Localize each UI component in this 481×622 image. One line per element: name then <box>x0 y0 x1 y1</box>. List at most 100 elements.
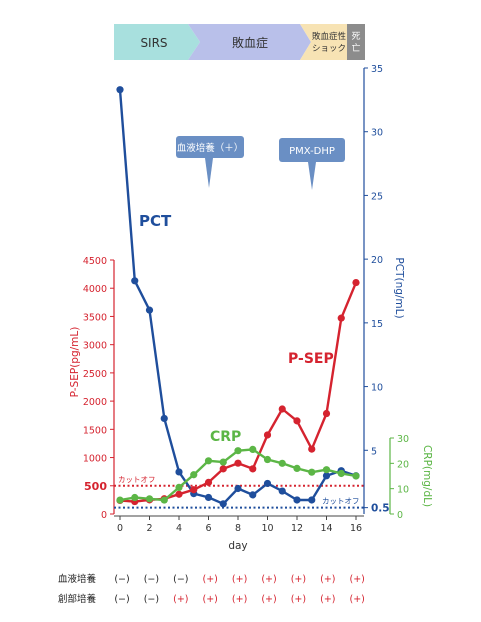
culture-row-label: 血液培養 <box>58 573 97 585</box>
phase-bar: SIRS 敗血症 敗血症性 ショック 死 亡 <box>114 24 365 60</box>
psep-tick-label: 500 <box>84 480 107 493</box>
crp-point <box>160 496 168 504</box>
callout-blood-culture: 血液培養（＋） <box>176 136 244 188</box>
callout-pmx-label: PMX-DHP <box>289 146 335 157</box>
culture-cell: (+) <box>291 594 306 605</box>
crp-point <box>145 495 154 503</box>
p-sep-point <box>293 417 301 425</box>
p-sep-point <box>278 405 286 413</box>
crp-series-label: CRP <box>210 429 241 445</box>
crp-tick-label: 20 <box>397 459 409 470</box>
pct-point <box>131 277 139 285</box>
p-sep-point <box>190 486 198 494</box>
psep-axis-title: P-SEP(pg/mL) <box>69 327 81 398</box>
callout-pmx: PMX-DHP <box>279 138 345 190</box>
callout-blood-culture-label: 血液培養（＋） <box>177 142 244 154</box>
crp-point <box>308 468 316 476</box>
crp-point <box>352 472 360 480</box>
phase-shock-label-2: ショック <box>312 44 346 54</box>
x-axis-title: day <box>228 540 247 552</box>
culture-row-label: 創部培養 <box>58 593 97 605</box>
x-tick-label: 4 <box>176 523 182 534</box>
p-sep-point <box>263 431 272 439</box>
phase-sirs-label: SIRS <box>140 36 167 50</box>
psep-series-label: P-SEP <box>288 351 334 367</box>
crp-point <box>116 496 124 504</box>
pct-point <box>145 306 154 314</box>
x-tick-label: 6 <box>205 523 211 534</box>
psep-tick-label: 3500 <box>83 312 107 323</box>
pct-point <box>322 472 331 480</box>
crp-point <box>278 459 286 467</box>
pct-point <box>278 487 286 495</box>
phase-death-label-1: 死 <box>351 31 360 42</box>
culture-cell: (+) <box>203 594 218 605</box>
psep-tick-label: 0 <box>101 510 107 521</box>
phase-sirs <box>114 24 200 60</box>
psep-tick-label: 1500 <box>83 425 107 436</box>
pct-point <box>308 496 316 504</box>
culture-table: 血液培養 (−) (−) (−) (+) (+) (+) (+) (+) (+) 創部培養 (−) (−… <box>58 573 365 605</box>
crp-point <box>337 469 345 478</box>
series-layer <box>116 86 360 508</box>
culture-cell: (+) <box>320 574 335 585</box>
culture-cell: (+) <box>350 594 365 605</box>
p-sep-point <box>352 278 360 287</box>
cutoff-label: カットオフ <box>118 475 156 484</box>
crp-point <box>219 458 227 466</box>
p-sep-point <box>249 465 257 473</box>
pct-point <box>175 468 183 476</box>
x-tick-label: 12 <box>291 523 303 534</box>
pct-tick-label: 35 <box>371 64 383 75</box>
p-sep-point <box>175 490 183 498</box>
crp-point <box>263 455 272 464</box>
psep-tick-label: 1000 <box>83 454 107 465</box>
phase-sepsis <box>188 24 311 60</box>
crp-tick-label: 10 <box>397 485 409 496</box>
psep-tick-label: 4000 <box>83 284 107 295</box>
phase-sepsis-label: 敗血症 <box>232 35 268 50</box>
pct-tick-label: 30 <box>371 128 383 139</box>
culture-cell: (+) <box>261 574 276 585</box>
p-sep-point <box>308 445 316 453</box>
crp-point <box>190 471 198 479</box>
crp-point <box>249 445 257 453</box>
culture-cell: (−) <box>114 574 129 585</box>
culture-cell: (−) <box>144 594 159 605</box>
crp-point <box>175 483 183 491</box>
culture-cell: (+) <box>261 594 276 605</box>
crp-tick-label: 30 <box>397 434 409 445</box>
x-tick-label: 16 <box>350 523 362 534</box>
pct-point <box>263 479 272 488</box>
crp-point <box>131 493 139 502</box>
p-sep-point <box>337 314 345 322</box>
psep-tick-label: 4500 <box>83 256 107 267</box>
crp-point <box>293 464 301 472</box>
culture-cell: (+) <box>350 574 365 585</box>
pct-tick-label: 15 <box>371 319 383 330</box>
pct-point <box>204 493 213 502</box>
culture-cell: (−) <box>114 594 129 605</box>
pct-tick-label: 0.5 <box>371 503 390 515</box>
psep-tick-label: 2500 <box>83 369 107 380</box>
axes-layer: 050010001500200025003000350040004500P-SE… <box>69 64 433 552</box>
p-sep-point <box>219 465 227 473</box>
culture-cell: (−) <box>173 574 188 585</box>
culture-cell: (+) <box>232 574 247 585</box>
phase-death-label-2: 亡 <box>351 42 360 54</box>
p-sep-point <box>234 459 242 467</box>
x-tick-label: 14 <box>320 523 332 534</box>
phase-death <box>347 24 365 60</box>
pct-tick-label: 20 <box>371 255 383 266</box>
crp-axis-title: CRP(mg/dL) <box>421 445 433 507</box>
p-sep-series-line <box>119 282 358 503</box>
culture-cell: (−) <box>144 574 159 585</box>
x-tick-label: 10 <box>261 523 273 534</box>
pct-point <box>160 414 168 423</box>
phase-shock-label-1: 敗血症性 <box>312 31 347 42</box>
culture-cell: (+) <box>320 594 335 605</box>
pct-point <box>293 496 301 504</box>
psep-tick-label: 3000 <box>83 341 107 352</box>
